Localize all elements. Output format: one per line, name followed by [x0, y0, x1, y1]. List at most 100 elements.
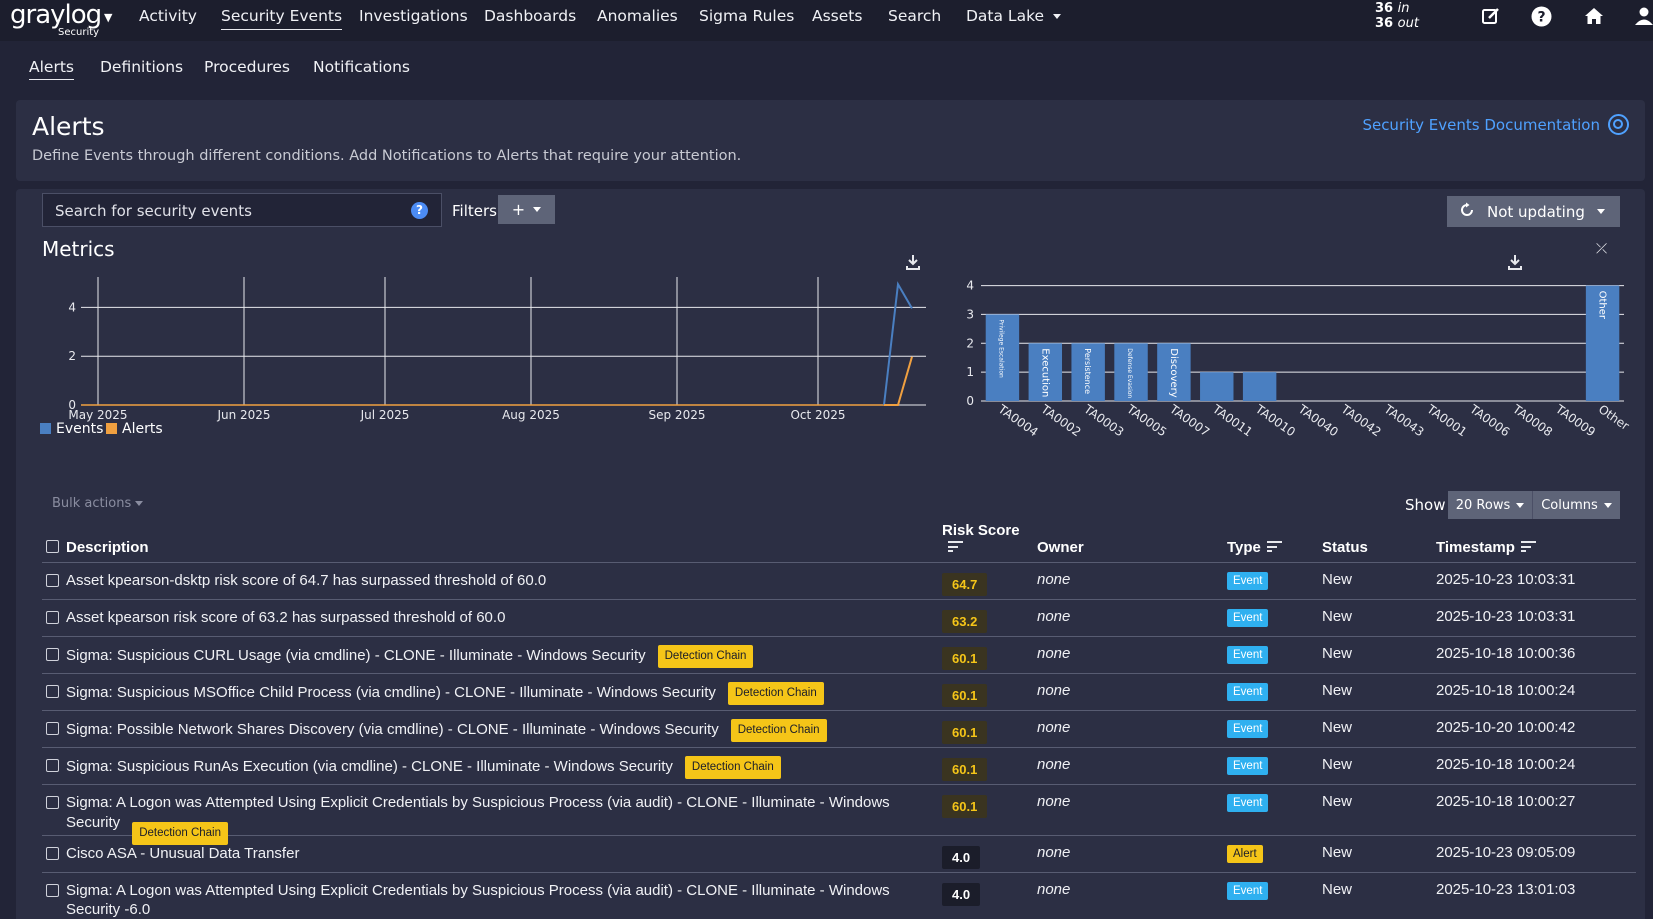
sort-icon[interactable]: [948, 541, 963, 552]
description-cell[interactable]: Sigma: A Logon was Attempted Using Expli…: [42, 784, 938, 845]
search-input[interactable]: Search for security events: [42, 193, 442, 227]
table-row[interactable]: Sigma: Possible Network Shares Discovery…: [42, 710, 1636, 748]
nav-dashboards[interactable]: Dashboards: [484, 7, 577, 25]
table-row[interactable]: Sigma: Suspicious CURL Usage (via cmdlin…: [42, 636, 1636, 674]
nav-anomalies[interactable]: Anomalies: [597, 7, 678, 25]
collapse-icon[interactable]: ⤫: [1596, 241, 1608, 257]
sort-icon[interactable]: [1266, 541, 1282, 552]
row-checkbox[interactable]: [46, 722, 59, 735]
row-checkbox[interactable]: [46, 685, 59, 698]
user-icon[interactable]: [1633, 6, 1653, 28]
column-risk-score[interactable]: Risk Score: [938, 522, 1033, 563]
nav-search[interactable]: Search: [888, 7, 942, 25]
status-cell[interactable]: New: [1318, 872, 1432, 919]
status-cell[interactable]: New: [1318, 835, 1432, 873]
row-checkbox[interactable]: [46, 648, 59, 661]
chevron-down-icon: [1603, 502, 1612, 508]
edit-notes-icon[interactable]: [1480, 6, 1502, 28]
type-cell: Event: [1223, 872, 1318, 919]
status-cell[interactable]: New: [1318, 673, 1432, 711]
nav-activity[interactable]: Activity: [139, 7, 197, 25]
documentation-link[interactable]: Security Events Documentation: [1362, 114, 1629, 135]
timestamp-cell: 2025-10-18 10:00:24: [1432, 747, 1636, 785]
nav-data-lake[interactable]: Data Lake: [966, 7, 1061, 25]
owner-value: none: [1037, 571, 1071, 588]
throughput-indicator[interactable]: 36 in 36 out: [1375, 1, 1419, 31]
columns-button[interactable]: Columns: [1532, 491, 1620, 519]
refresh-button[interactable]: Not updating: [1447, 196, 1620, 227]
status-cell[interactable]: New: [1318, 636, 1432, 674]
alert-description[interactable]: Sigma: Suspicious MSOffice Child Process…: [66, 684, 716, 701]
subnav-alerts[interactable]: Alerts: [29, 58, 74, 80]
alert-description[interactable]: Sigma: Suspicious CURL Usage (via cmdlin…: [66, 647, 646, 664]
description-cell[interactable]: Sigma: Suspicious RunAs Execution (via c…: [42, 747, 938, 785]
description-cell[interactable]: Asset kpearson-dsktp risk score of 64.7 …: [42, 562, 938, 600]
subnav-definitions[interactable]: Definitions: [100, 58, 184, 76]
table-row[interactable]: Sigma: A Logon was Attempted Using Expli…: [42, 872, 1636, 919]
subnav-notifications[interactable]: Notifications: [313, 58, 411, 76]
row-checkbox[interactable]: [46, 574, 59, 587]
download-icon[interactable]: [904, 254, 922, 272]
description-cell[interactable]: Sigma: Possible Network Shares Discovery…: [42, 710, 938, 748]
row-checkbox[interactable]: [46, 884, 59, 897]
alert-description[interactable]: Cisco ASA - Unusual Data Transfer: [66, 845, 300, 862]
row-checkbox[interactable]: [46, 759, 59, 772]
sort-icon[interactable]: [1520, 541, 1536, 552]
row-checkbox[interactable]: [46, 796, 59, 809]
risk-score-badge: 60.1: [942, 721, 988, 744]
description-cell[interactable]: Sigma: Suspicious MSOffice Child Process…: [42, 673, 938, 711]
column-description[interactable]: Description: [42, 522, 938, 563]
graylog-logo[interactable]: graylog: [10, 0, 102, 30]
rows-per-page-button[interactable]: 20 Rows: [1448, 491, 1532, 519]
search-help-icon[interactable]: ?: [411, 202, 428, 219]
status-cell[interactable]: New: [1318, 562, 1432, 600]
home-icon[interactable]: [1583, 6, 1605, 28]
alert-description[interactable]: Asset kpearson-dsktp risk score of 64.7 …: [66, 572, 547, 589]
timestamp-value: 2025-10-18 10:00:24: [1436, 682, 1576, 699]
y-tick-label: 3: [966, 307, 974, 321]
type-badge: Event: [1227, 572, 1269, 590]
alert-description[interactable]: Asset kpearson risk score of 63.2 has su…: [66, 609, 506, 626]
status-cell[interactable]: New: [1318, 710, 1432, 748]
x-tick-label: TA0042: [1338, 401, 1384, 439]
nav-assets[interactable]: Assets: [812, 7, 863, 25]
column-owner[interactable]: Owner: [1033, 522, 1223, 563]
status-cell[interactable]: New: [1318, 747, 1432, 785]
status-value: New: [1322, 645, 1353, 662]
table-row[interactable]: Asset kpearson-dsktp risk score of 64.7 …: [42, 562, 1636, 600]
nav-security-events[interactable]: Security Events: [221, 7, 343, 30]
column-status[interactable]: Status: [1318, 522, 1432, 563]
nav-investigations[interactable]: Investigations: [359, 7, 468, 25]
row-checkbox[interactable]: [46, 847, 59, 860]
table-row[interactable]: Sigma: Suspicious RunAs Execution (via c…: [42, 747, 1636, 785]
add-filter-button[interactable]: +: [498, 195, 555, 224]
alert-description[interactable]: Sigma: A Logon was Attempted Using Expli…: [66, 882, 890, 918]
x-tick-label: TA0004: [995, 401, 1041, 439]
description-cell[interactable]: Sigma: A Logon was Attempted Using Expli…: [42, 872, 938, 919]
table-row[interactable]: Asset kpearson risk score of 63.2 has su…: [42, 599, 1636, 637]
nav-sigma-rules[interactable]: Sigma Rules: [699, 7, 795, 25]
status-cell[interactable]: New: [1318, 784, 1432, 836]
status-cell[interactable]: New: [1318, 599, 1432, 637]
column-timestamp[interactable]: Timestamp: [1432, 522, 1636, 563]
table-row[interactable]: Sigma: A Logon was Attempted Using Expli…: [42, 784, 1636, 845]
download-icon[interactable]: [1506, 254, 1524, 272]
detection-chain-badge: Detection Chain: [727, 682, 824, 705]
status-value: New: [1322, 793, 1353, 810]
description-cell[interactable]: Asset kpearson risk score of 63.2 has su…: [42, 599, 938, 637]
page-description: Define Events through different conditio…: [32, 148, 742, 164]
table-row[interactable]: Sigma: Suspicious MSOffice Child Process…: [42, 673, 1636, 711]
alert-description[interactable]: Sigma: Suspicious RunAs Execution (via c…: [66, 758, 673, 775]
bulk-actions-button[interactable]: Bulk actions: [52, 496, 144, 511]
type-cell: Event: [1223, 747, 1318, 785]
alert-description[interactable]: Sigma: A Logon was Attempted Using Expli…: [66, 794, 890, 831]
table-row[interactable]: Cisco ASA - Unusual Data Transfer 4.0 no…: [42, 835, 1636, 873]
logo-menu-caret-icon[interactable]: ▼: [104, 11, 113, 24]
select-all-checkbox[interactable]: [46, 540, 59, 553]
subnav-procedures[interactable]: Procedures: [204, 58, 290, 76]
column-type[interactable]: Type: [1223, 522, 1318, 563]
row-checkbox[interactable]: [46, 611, 59, 624]
description-cell[interactable]: Sigma: Suspicious CURL Usage (via cmdlin…: [42, 636, 938, 674]
help-icon[interactable]: ?: [1530, 6, 1552, 28]
alert-description[interactable]: Sigma: Possible Network Shares Discovery…: [66, 721, 719, 738]
